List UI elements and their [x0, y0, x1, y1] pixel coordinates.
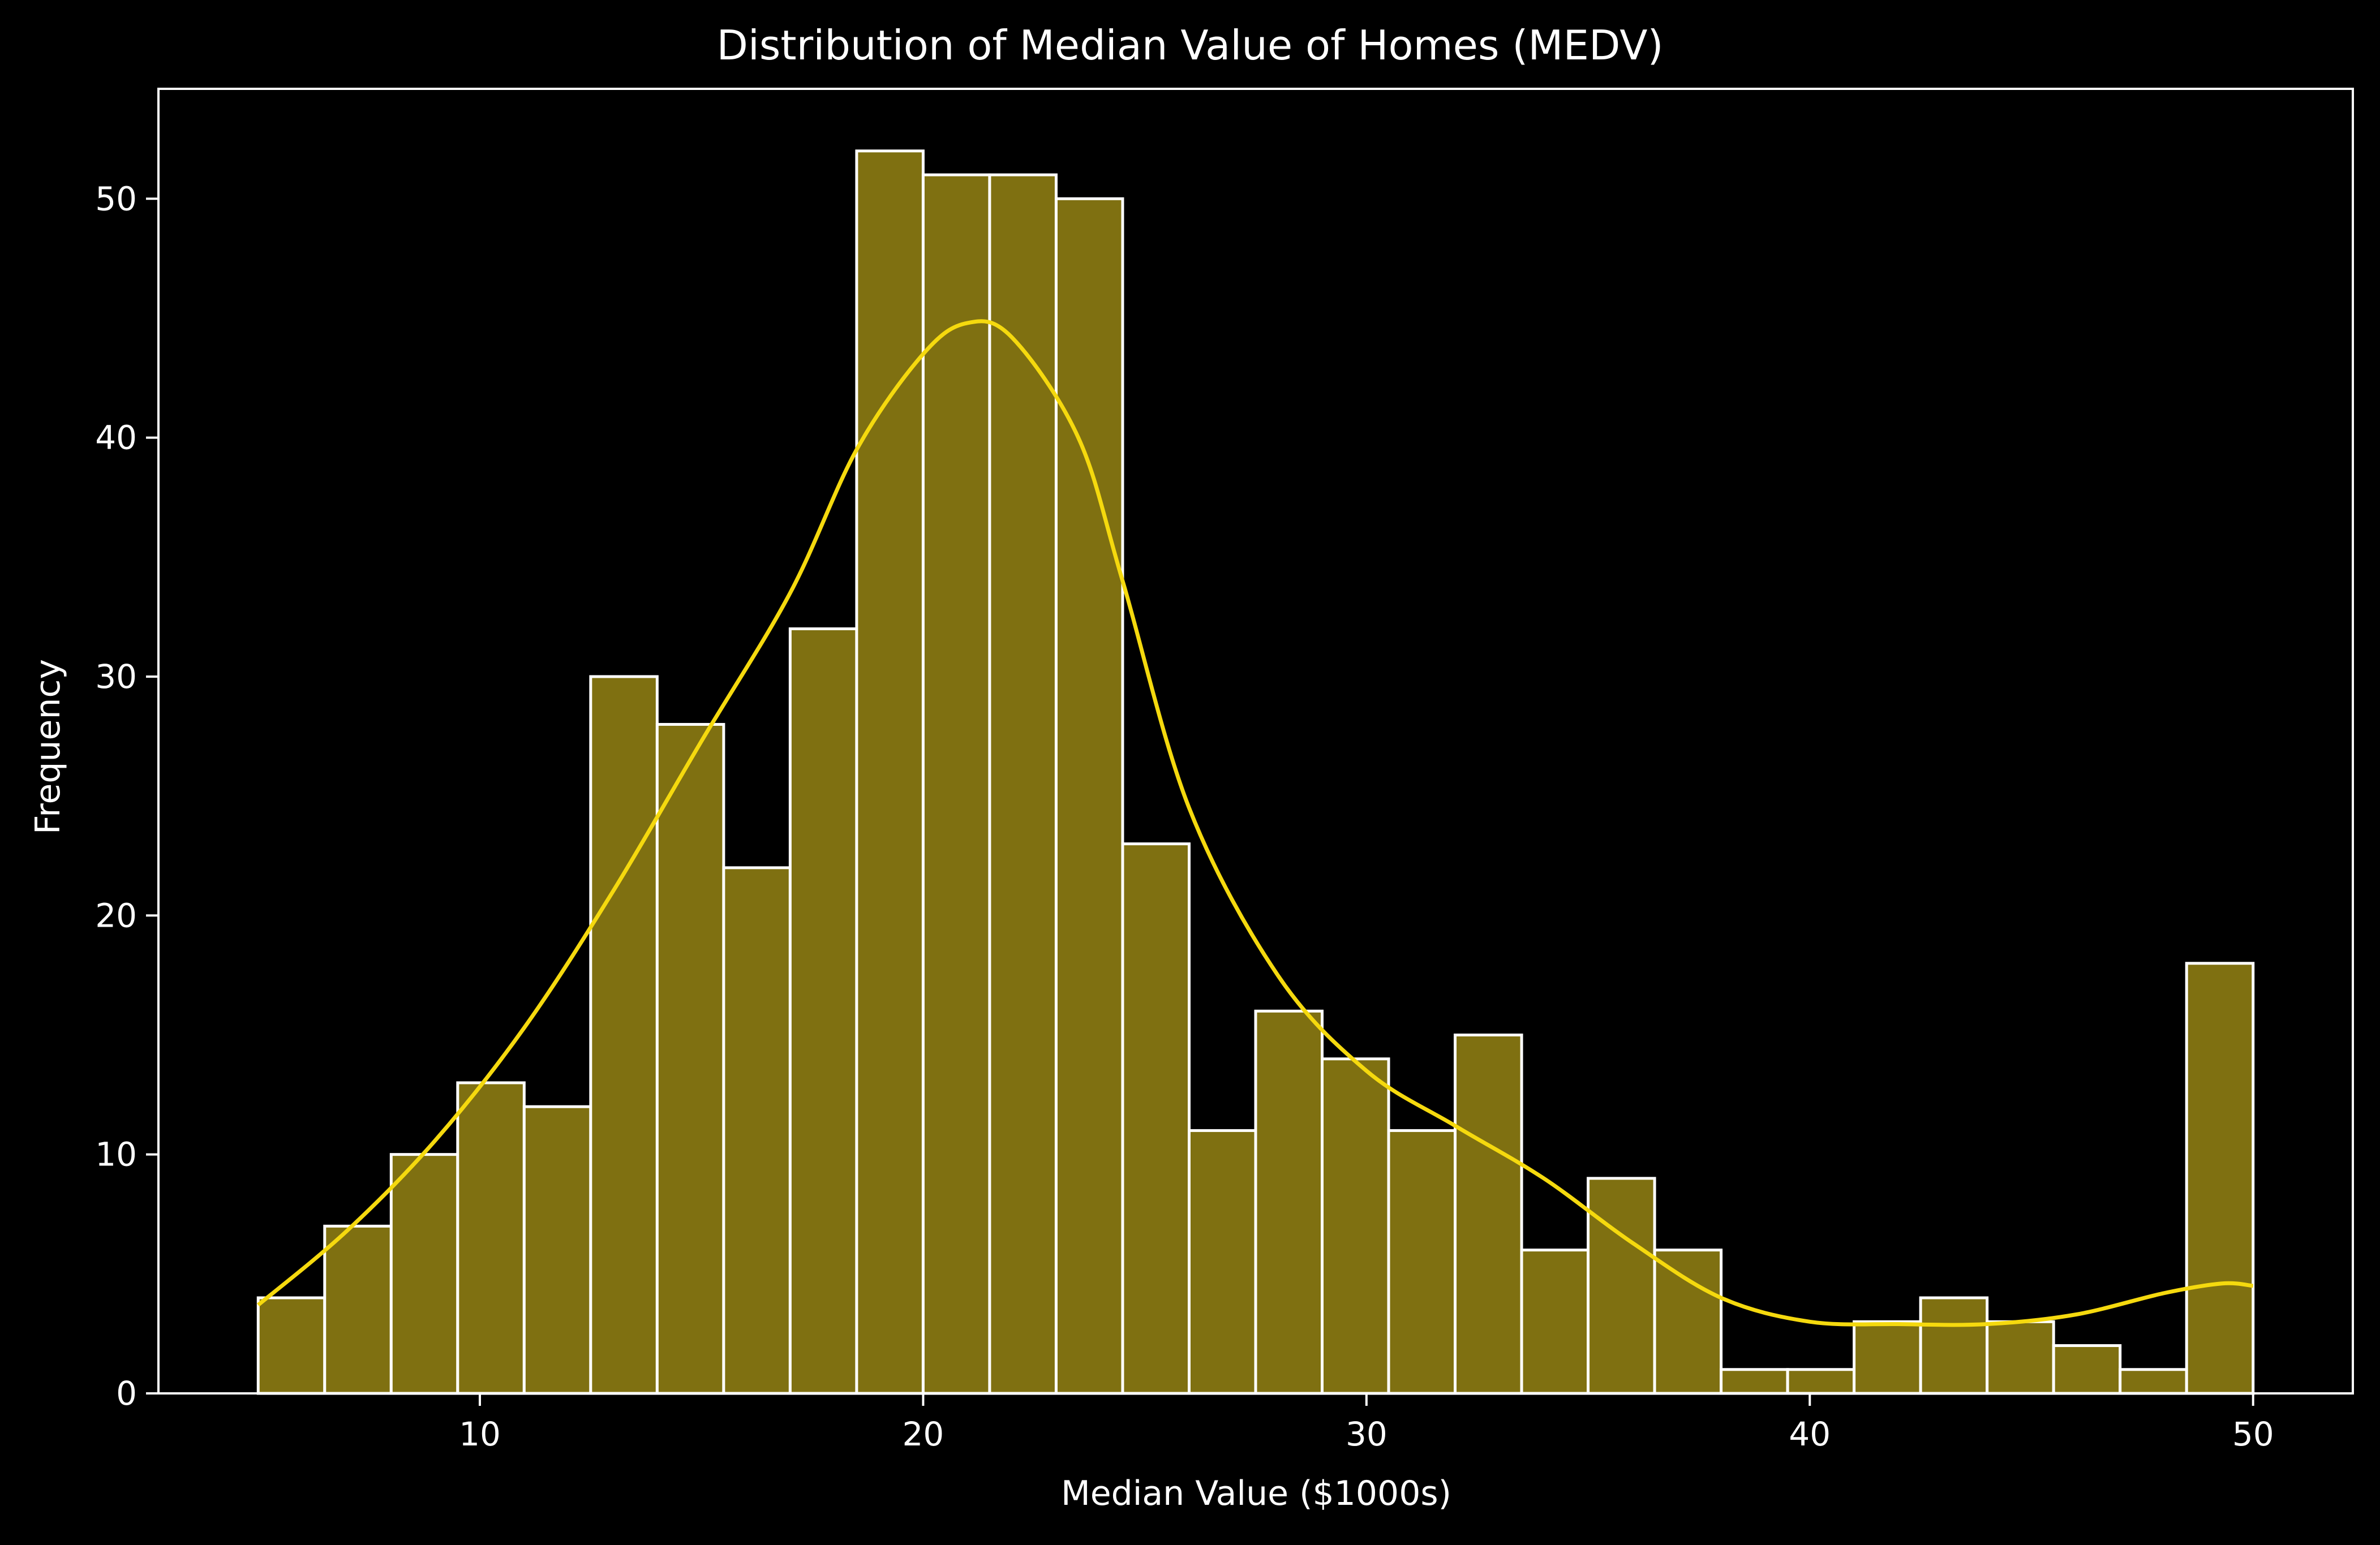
histogram-bar: [2119, 1368, 2188, 1395]
histogram-bar: [1520, 1249, 1590, 1395]
y-axis-label: Frequency: [28, 659, 68, 834]
histogram-bars: [256, 149, 2255, 1395]
x-tick-label: 40: [1789, 1415, 1831, 1453]
histogram-bar: [1454, 1033, 1523, 1395]
histogram-bar: [1720, 1368, 1789, 1395]
histogram-bar: [2052, 1344, 2122, 1395]
histogram-bar: [1919, 1296, 1989, 1395]
histogram-bar: [655, 722, 725, 1395]
histogram-bar: [1853, 1320, 1922, 1395]
histogram-bar: [589, 675, 659, 1395]
histogram-bar: [1121, 842, 1191, 1395]
histogram-bar: [855, 149, 925, 1395]
chart-title: Distribution of Median Value of Homes (M…: [716, 21, 1663, 69]
x-axis-ticks: 10 20 30 40 50: [459, 1393, 2274, 1453]
x-tick-label: 30: [1346, 1415, 1387, 1453]
histogram-bar: [1054, 197, 1124, 1395]
histogram-bar: [1187, 1129, 1257, 1395]
histogram-bar: [1587, 1177, 1656, 1395]
histogram-bar: [1321, 1057, 1390, 1395]
histogram-bar: [456, 1081, 526, 1395]
x-tick-label: 50: [2232, 1415, 2274, 1453]
x-tick-label: 20: [903, 1415, 944, 1453]
histogram-bar: [1254, 1009, 1324, 1395]
histogram-bar: [1387, 1129, 1457, 1395]
kde-line: [257, 319, 2254, 1327]
histogram-bar: [722, 866, 792, 1395]
histogram-bar: [1653, 1249, 1723, 1395]
histogram-bar: [256, 1296, 327, 1395]
y-tick-label: 0: [116, 1374, 137, 1413]
histogram-bar: [2185, 962, 2255, 1395]
y-tick-label: 20: [95, 896, 137, 935]
x-axis-label: Median Value ($1000s): [1061, 1474, 1451, 1513]
histogram-bar: [921, 173, 991, 1395]
y-tick-label: 30: [95, 657, 137, 696]
histogram-bar: [788, 627, 858, 1395]
y-axis-ticks: 0 10 20 30 40 50: [95, 179, 158, 1413]
histogram-bar: [988, 173, 1058, 1395]
histogram-bar: [522, 1105, 592, 1395]
histogram-bar: [1786, 1368, 1856, 1395]
histogram-bar: [389, 1153, 459, 1395]
y-tick-label: 50: [95, 179, 137, 218]
histogram-bar: [1986, 1320, 2055, 1395]
histogram-bar: [323, 1224, 393, 1395]
y-tick-label: 10: [95, 1135, 137, 1174]
y-tick-label: 40: [95, 419, 137, 457]
axes-frame: [157, 88, 2354, 1395]
kde-curve-group: [257, 319, 2254, 1327]
x-tick-label: 10: [459, 1415, 501, 1453]
